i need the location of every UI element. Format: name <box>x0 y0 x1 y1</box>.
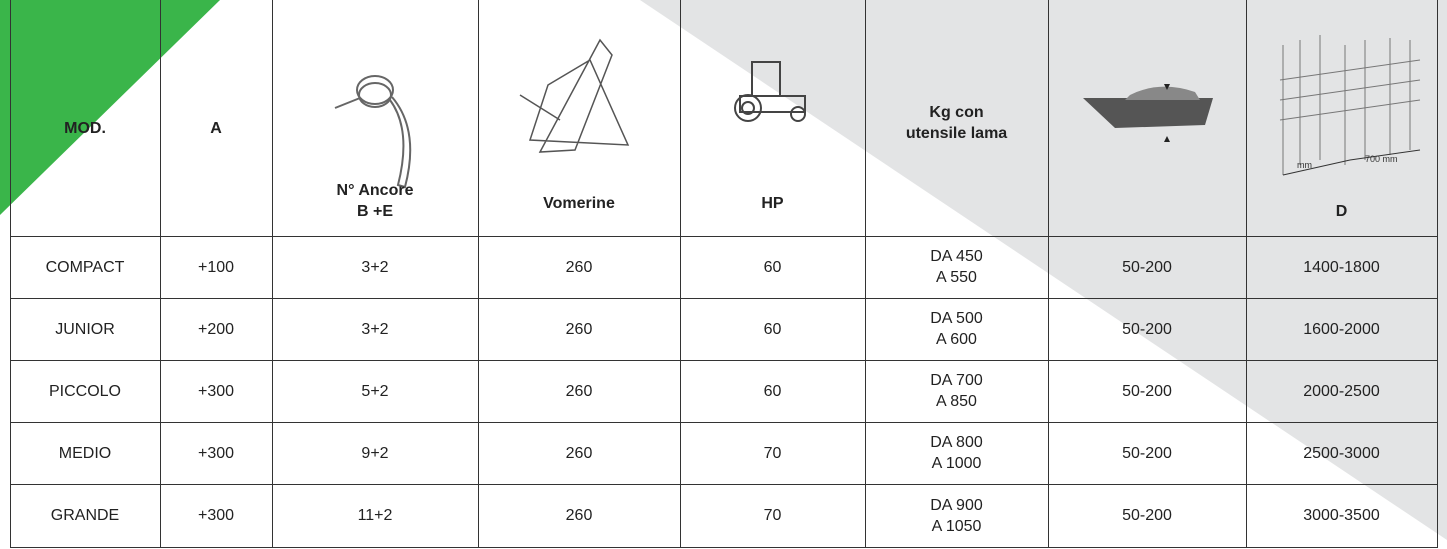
table-cell: 9+2 <box>361 444 389 462</box>
table-cell: 50-200 <box>1122 382 1172 400</box>
row-border <box>10 422 1438 423</box>
table-cell: 60 <box>763 320 782 338</box>
table-cell: JUNIOR <box>55 320 115 338</box>
header-cell: N° Ancore B +E <box>336 182 414 220</box>
icon-label: mm <box>1297 160 1312 170</box>
table-cell: MEDIO <box>58 444 112 462</box>
column-border <box>272 0 273 547</box>
table-cell: DA 500 A 600 <box>930 310 983 348</box>
table-cell: 50-200 <box>1122 320 1172 338</box>
table-cell: +300 <box>197 507 235 524</box>
table-cell: +100 <box>197 258 235 276</box>
table-cell: +300 <box>197 382 235 400</box>
table-cell: 260 <box>565 444 593 462</box>
table-cell: COMPACT <box>45 258 125 276</box>
table-cell: 260 <box>565 320 593 338</box>
header-cell: HP <box>761 195 784 212</box>
table-cell: 260 <box>565 507 593 524</box>
column-border <box>865 0 866 547</box>
column-border <box>1437 0 1438 547</box>
table-cell: DA 900 A 1050 <box>930 496 983 535</box>
table-cell: 1600-2000 <box>1303 320 1380 338</box>
header-cell: Vomerine <box>543 195 615 212</box>
table-cell: 2000-2500 <box>1303 382 1380 400</box>
row-border <box>10 236 1438 237</box>
table-cell: DA 700 A 850 <box>930 372 983 410</box>
column-border <box>160 0 161 547</box>
table-cell: 2500-3000 <box>1303 444 1380 462</box>
table-cell: +300 <box>197 444 235 462</box>
table-cell: 50-200 <box>1122 507 1172 524</box>
table-cell: 11+2 <box>357 507 393 524</box>
column-border <box>10 0 11 547</box>
column-border <box>1048 0 1049 547</box>
column-border <box>680 0 681 547</box>
header-cell: A <box>210 120 222 137</box>
table-cell: 3+2 <box>361 320 389 338</box>
row-border <box>10 484 1438 485</box>
table-cell: DA 450 A 550 <box>930 248 983 286</box>
table-cell: PICCOLO <box>48 382 121 400</box>
table-cell: 60 <box>763 382 782 400</box>
table-cell: 3+2 <box>361 258 389 276</box>
tine-icon <box>334 75 412 189</box>
gray-band <box>640 0 1447 540</box>
table-cell: GRANDE <box>50 507 120 524</box>
table-cell: 70 <box>763 444 782 462</box>
table-cell: 260 <box>565 258 593 276</box>
table-cell: +200 <box>197 320 235 338</box>
row-border <box>10 298 1438 299</box>
header-cell: Kg con utensile lama <box>905 104 1008 142</box>
vineyard-icon <box>1279 35 1421 176</box>
header-cell: D <box>1335 203 1348 220</box>
table-cell: 60 <box>763 258 782 276</box>
table-cell: 3000-3500 <box>1303 507 1380 524</box>
share-icon <box>519 38 630 153</box>
row-border <box>10 547 1438 548</box>
table-cell: DA 800 A 1000 <box>930 434 983 472</box>
table-cell: 50-200 <box>1122 444 1172 462</box>
green-corner <box>0 0 220 215</box>
row-border <box>10 360 1438 361</box>
header-cell: MOD. <box>64 120 106 137</box>
table-cell: 70 <box>763 507 782 524</box>
table-cell: 260 <box>565 382 593 400</box>
soil-icon <box>1083 84 1213 142</box>
table-cell: 5+2 <box>361 382 389 400</box>
column-border <box>478 0 479 547</box>
tractor-icon <box>734 61 806 122</box>
column-border <box>1246 0 1247 547</box>
icon-label: 700 mm <box>1365 154 1398 164</box>
table-cell: 1400-1800 <box>1303 258 1380 276</box>
table-cell: 50-200 <box>1122 258 1172 276</box>
